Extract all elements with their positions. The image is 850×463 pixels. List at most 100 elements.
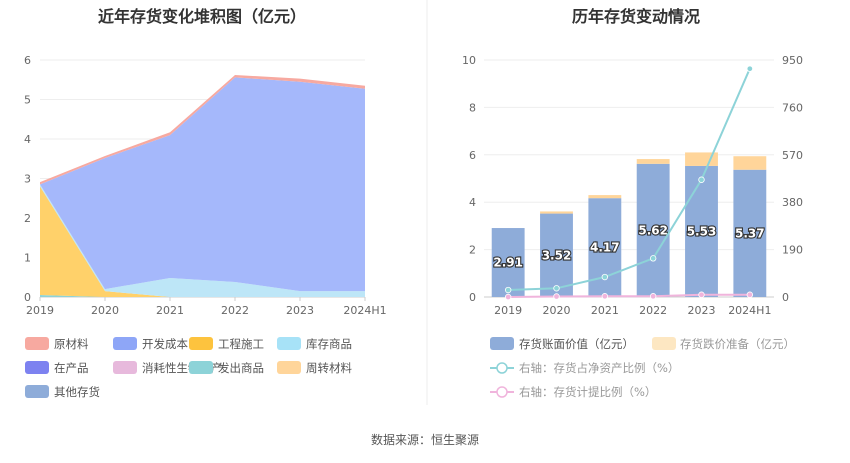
bar-impairment: [733, 156, 767, 170]
line-point: [698, 176, 705, 183]
x-tick-label: 2019: [26, 304, 54, 317]
legend-item: 存货跌价准备（亿元）: [680, 337, 795, 351]
legend-swatch: [25, 385, 49, 398]
y-axis-ticks: 0 1 2 3 4 5 6: [24, 54, 31, 304]
y2-tick-label: 190: [782, 244, 803, 257]
y-tick-label: 6: [24, 54, 31, 67]
area-开发成本: [40, 77, 365, 292]
y2-axis-ticks: 0 190 380 570 760 950: [782, 54, 803, 304]
legend-swatch: [113, 337, 137, 350]
legend-swatch: [189, 337, 213, 350]
x-tick-label: 2024H1: [728, 304, 771, 317]
y-tick-label: 8: [469, 101, 476, 114]
legend-item: 右轴：存货计提比例（%）: [519, 385, 656, 399]
line-右轴：存货占净资产比例（%）: [508, 68, 751, 291]
area-发出商品: [40, 295, 365, 297]
x-tick-label: 2023: [286, 304, 314, 317]
x-tick-label: 2022: [639, 304, 667, 317]
x-tick-label: 2022: [221, 304, 249, 317]
legend-item: 存货账面价值（亿元）: [519, 337, 634, 351]
line-point: [746, 291, 754, 298]
chart-title: 历年存货变动情况: [572, 7, 700, 26]
y-tick-label: 1: [24, 252, 31, 265]
line-point: [649, 255, 657, 262]
y2-tick-label: 0: [782, 291, 789, 304]
source-label: 数据来源：恒生聚源: [371, 432, 479, 447]
line-point: [553, 293, 560, 300]
bar-data-label: 3.52: [542, 248, 572, 262]
legend-item: 库存商品: [306, 337, 352, 351]
line-series: [504, 65, 754, 301]
y2-tick-label: 570: [782, 149, 803, 162]
line-point: [746, 65, 754, 72]
bar-book-value: [636, 163, 670, 297]
x-tick-label: 2019: [494, 304, 522, 317]
legend-swatch: [490, 337, 514, 350]
y-tick-label: 2: [24, 212, 31, 225]
legend-swatch: [25, 337, 49, 350]
bar-book-value: [540, 213, 573, 297]
legend-item: 原材料: [54, 337, 89, 351]
area-工程施工: [40, 186, 365, 297]
bar-book-value: [733, 169, 767, 297]
y-tick-label: 2: [469, 244, 476, 257]
y-tick-label: 4: [469, 196, 476, 209]
line-point: [698, 291, 705, 298]
line-point: [649, 293, 657, 300]
y-tick-label: 3: [24, 173, 31, 186]
y-tick-label: 0: [469, 291, 476, 304]
line-point: [504, 286, 512, 294]
legend-swatch: [277, 361, 301, 374]
legend-item: 开发成本: [142, 337, 188, 351]
chart-title: 近年存货变化堆积图（亿元）: [98, 7, 306, 26]
y2-tick-label: 760: [782, 101, 803, 114]
line-point: [601, 273, 609, 281]
bar-series: 2.91 3.52 4.17 5.62 5.53 5.37: [491, 152, 767, 297]
bar-impairment: [588, 195, 622, 199]
legend-item: 其他存货: [54, 385, 100, 399]
bar-data-label: 4.17: [590, 241, 620, 255]
inventory-change-chart: 历年存货变动情况 2.91 3.52 4.17 5.62 5.53 5.37 0 2 4 6 8 1…: [462, 7, 803, 399]
bar-impairment: [636, 159, 670, 164]
legend: 存货账面价值（亿元） 存货跌价准备（亿元）右轴：存货占净资产比例（%） 右轴：存货计…: [490, 337, 795, 399]
legend-marker: [496, 386, 508, 398]
x-axis-ticks: 2019 2020 2021 2022 2023 2024H1: [26, 297, 387, 317]
x-axis-ticks: 2019 2020 2021 2022 2023 2024H1: [494, 304, 771, 317]
legend-item: 周转材料: [306, 361, 352, 375]
legend-swatch: [277, 337, 301, 350]
legend-item: 工程施工: [218, 337, 264, 351]
y-tick-label: 5: [24, 94, 31, 107]
line-point: [504, 293, 512, 301]
legend-item: 在产品: [54, 361, 89, 375]
x-tick-label: 2020: [91, 304, 119, 317]
x-tick-label: 2023: [688, 304, 716, 317]
x-tick-label: 2021: [156, 304, 184, 317]
line-point: [601, 293, 609, 300]
bar-impairment: [540, 211, 573, 214]
y-tick-label: 4: [24, 133, 31, 146]
y-axis-ticks: 0 2 4 6 8 10: [462, 54, 476, 304]
legend-swatch: [189, 361, 213, 374]
legend-item: 右轴：存货占净资产比例（%）: [519, 361, 679, 375]
legend-marker: [496, 362, 508, 374]
y-tick-label: 0: [24, 291, 31, 304]
x-tick-label: 2021: [591, 304, 619, 317]
bar-book-value: [685, 165, 718, 297]
y-tick-label: 6: [469, 149, 476, 162]
bar-data-label: 5.37: [735, 226, 765, 240]
line-point: [553, 285, 560, 292]
x-tick-label: 2024H1: [343, 304, 386, 317]
bar-book-value: [491, 228, 525, 297]
area-series: [40, 75, 365, 297]
bar-data-label: 5.62: [638, 223, 668, 237]
legend-item: 发出商品: [218, 361, 264, 375]
legend-swatch: [25, 361, 49, 374]
bar-data-label: 2.91: [493, 256, 523, 270]
legend-swatch: [113, 361, 137, 374]
x-tick-label: 2020: [543, 304, 571, 317]
y2-tick-label: 380: [782, 196, 803, 209]
legend-swatch: [652, 337, 676, 350]
